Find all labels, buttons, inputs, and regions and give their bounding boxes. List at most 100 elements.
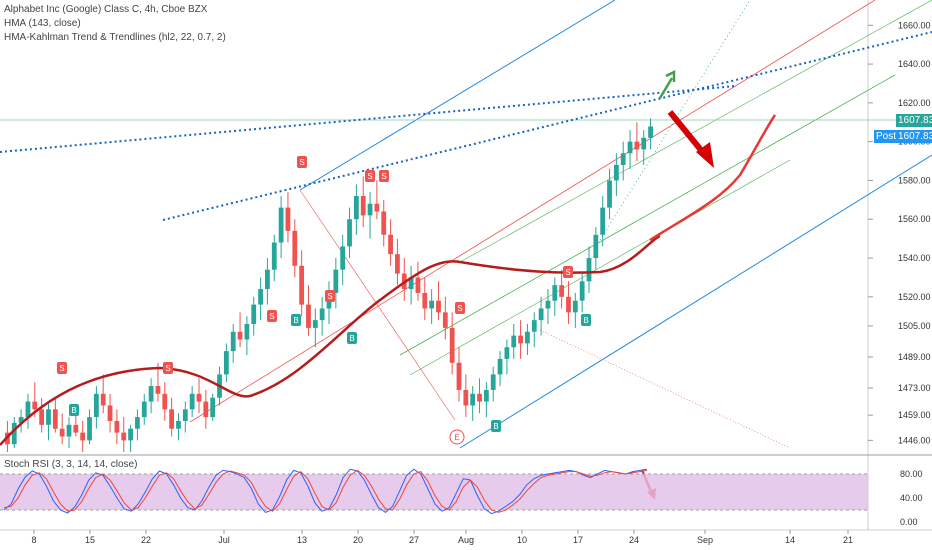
candle-body [470, 393, 476, 406]
candle-body [278, 207, 284, 243]
signal-marker [365, 170, 375, 182]
candle-body [292, 230, 298, 266]
candle-body [538, 308, 544, 321]
candle-body [52, 409, 58, 429]
signal-marker-label: S [59, 364, 64, 373]
candle-body [367, 203, 373, 216]
signal-marker [581, 314, 591, 326]
trendline [299, 0, 616, 191]
signal-marker-label: B [493, 422, 498, 431]
candle-body [511, 335, 517, 348]
signal-marker [297, 156, 307, 168]
candle-body [463, 389, 469, 406]
candle-body [251, 304, 257, 324]
candle-body [456, 362, 462, 390]
candle-body [39, 409, 45, 425]
candle-body [299, 265, 305, 305]
post-price-label: 1607.83 [896, 130, 932, 143]
kahlman-legend: HMA-Kahlman Trend & Trendlines (hl2, 22,… [4, 32, 226, 43]
price-tick-label: 1446.00 [898, 435, 931, 445]
time-tick-label: Jul [218, 535, 230, 545]
candle-body [128, 428, 133, 441]
candle-body [80, 432, 86, 441]
candle-body [374, 203, 380, 212]
trendline [459, 154, 932, 449]
candle-body [408, 277, 414, 290]
time-tick-label: 17 [573, 535, 583, 545]
candle-body [545, 300, 551, 309]
candle-body [613, 164, 619, 181]
candle-body [196, 393, 202, 402]
candle-body [244, 323, 250, 340]
candle-body [87, 417, 92, 441]
trendline [459, 0, 932, 263]
candle-body [436, 300, 441, 313]
trendline [0, 85, 737, 153]
candle-body [182, 409, 188, 421]
candle-body [490, 374, 496, 390]
candle-body [46, 409, 51, 425]
candle-body [59, 428, 65, 437]
signal-marker-label: B [71, 406, 76, 415]
candle-body [483, 389, 489, 402]
price-tick-label: 1660.00 [898, 20, 931, 30]
trendline [299, 189, 456, 421]
signal-marker [379, 170, 389, 182]
candle-body [265, 269, 270, 290]
time-tick-label: 20 [353, 535, 363, 545]
signal-marker [491, 420, 501, 432]
candle-body [620, 153, 626, 165]
candle-body [18, 417, 24, 423]
price-tick-label: 1520.00 [898, 292, 931, 302]
candle-body [155, 386, 161, 394]
stoch-line [3, 469, 647, 513]
candle-body [518, 335, 523, 344]
hma-line [0, 234, 661, 446]
trendline [162, 31, 932, 221]
trendline [539, 329, 791, 449]
candle-body [237, 331, 243, 340]
candle-body [347, 219, 352, 247]
candle-body [559, 285, 565, 297]
price-tick-label: 1540.00 [898, 253, 931, 263]
candle-body [531, 320, 537, 332]
candle-body [593, 234, 599, 259]
candle-body [627, 141, 633, 154]
candle-body [449, 327, 455, 363]
candle-body [579, 281, 585, 301]
price-tick-label: 1489.00 [898, 352, 931, 362]
signal-marker [57, 362, 67, 374]
candle-body [641, 137, 647, 150]
candle-body [73, 424, 79, 433]
price-tick-label: 1473.00 [898, 383, 931, 393]
candle-body [223, 351, 229, 375]
candle-body [306, 304, 311, 328]
candle-body [586, 258, 592, 282]
candle-body [135, 417, 140, 429]
signal-marker [291, 314, 301, 326]
candle-body [312, 320, 318, 328]
arrow-down-head-icon [696, 142, 714, 168]
candle-body [114, 420, 120, 433]
time-tick-label: 15 [85, 535, 95, 545]
stoch-tick-label: 40.00 [900, 493, 923, 503]
signal-marker-label: S [367, 172, 372, 181]
candle-body [442, 312, 448, 328]
price-tick-label: 1560.00 [898, 214, 931, 224]
candle-body [210, 397, 216, 418]
candle-body [107, 405, 113, 421]
candle-body [600, 207, 606, 235]
candle-body [477, 393, 482, 402]
signal-marker-label: S [165, 364, 170, 373]
time-tick-label: 27 [409, 535, 419, 545]
candle-body [381, 211, 387, 235]
candle-body [11, 422, 17, 445]
signal-marker-label: S [381, 172, 386, 181]
candle-body [607, 180, 612, 208]
candle-body [169, 409, 175, 429]
candle-body [634, 141, 640, 150]
candle-body [271, 242, 277, 270]
time-tick-label: 10 [517, 535, 527, 545]
signal-marker [563, 266, 573, 278]
